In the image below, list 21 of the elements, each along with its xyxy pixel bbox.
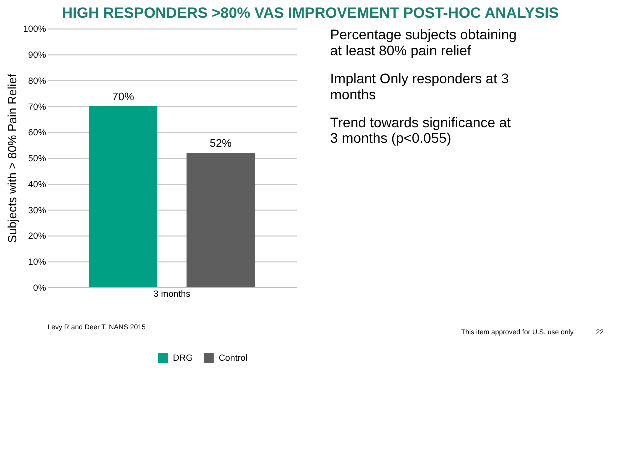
legend-label: DRG xyxy=(173,353,194,364)
text: Implant Only responders at 3 months xyxy=(330,70,510,102)
text: Trend towards significance at 3 months (p<0.055) xyxy=(330,114,512,146)
data-label: 70% xyxy=(112,91,135,104)
y-tick-label: 60% xyxy=(28,128,46,138)
y-tick-label: 100% xyxy=(23,24,46,34)
y-tick-label: 30% xyxy=(28,205,46,216)
text: Percentage subjects obtaining at least 80% pain relief xyxy=(330,26,517,59)
chart-title: HIGH RESPONDERS >80% VAS IMPROVEMENT POST-HOC ANALYSIS xyxy=(62,4,559,22)
y-tick-label: 50% xyxy=(28,154,46,164)
x-tick-label: 3 months xyxy=(154,288,192,299)
y-tick-label: 0% xyxy=(33,282,46,293)
y-tick-label: 90% xyxy=(28,50,46,60)
y-axis-title: Subjects with > 80% Pain Relief xyxy=(5,74,20,244)
data-label: 52% xyxy=(210,138,232,150)
legend-label: Control xyxy=(218,353,248,364)
y-tick-label: 20% xyxy=(28,231,46,242)
y-tick-label: 80% xyxy=(28,76,46,86)
y-tick-label: 10% xyxy=(28,257,46,268)
y-tick-label: 40% xyxy=(28,179,46,190)
y-tick-label: 70% xyxy=(28,102,46,112)
